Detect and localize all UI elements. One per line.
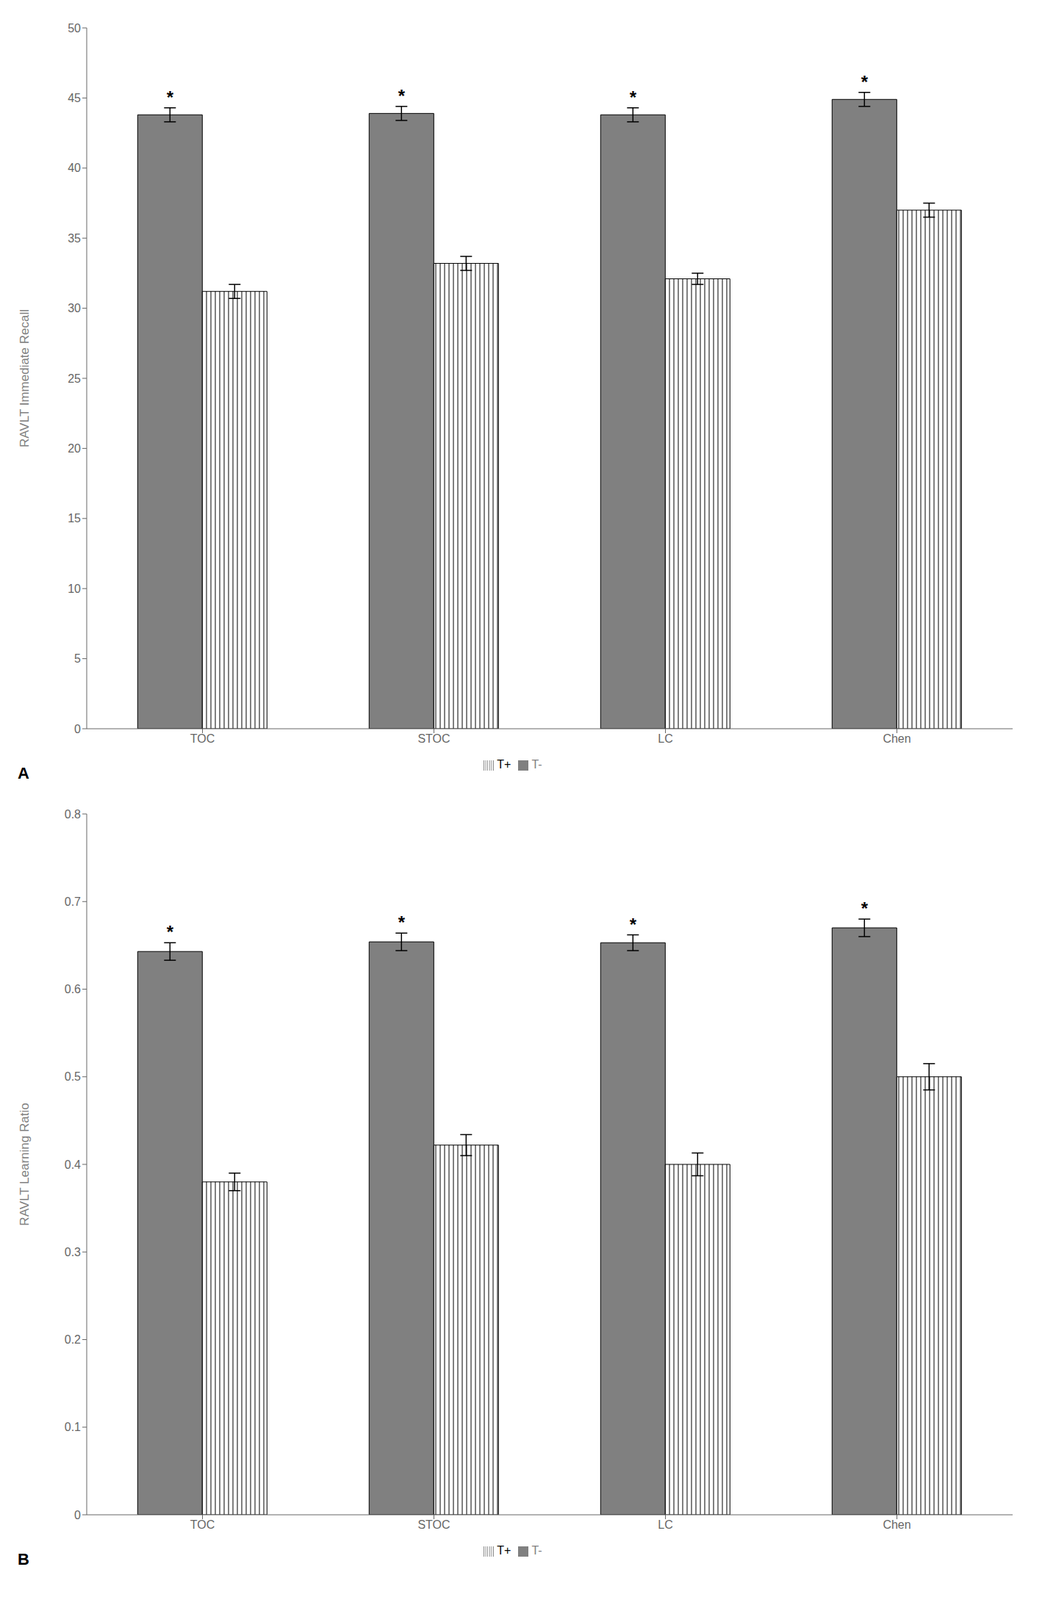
svg-text:25: 25	[67, 372, 81, 386]
html-text:A: A	[17, 764, 30, 783]
svg-text:0.6: 0.6	[64, 983, 81, 996]
svg-text:*: *	[629, 87, 638, 108]
svg-text:*: *	[629, 914, 638, 935]
svg-text:5: 5	[74, 652, 81, 666]
html-text:T-: T-	[531, 758, 543, 771]
html-text:T-: T-	[531, 1544, 543, 1558]
svg-text:20: 20	[67, 442, 81, 455]
svg-text:0.3: 0.3	[64, 1246, 81, 1259]
svg-text:50: 50	[67, 22, 81, 35]
svg-text:*: *	[861, 72, 869, 92]
svg-text:RAVLT Learning Ratio: RAVLT Learning Ratio	[17, 1103, 32, 1226]
svg-text:45: 45	[67, 91, 81, 105]
svg-text:Chen: Chen	[882, 1518, 911, 1532]
html-text:B: B	[17, 1550, 30, 1569]
svg-text:0: 0	[74, 723, 81, 736]
svg-text:*: *	[398, 912, 406, 933]
html-text:T+: T+	[496, 758, 512, 771]
svg-text:*: *	[166, 922, 175, 943]
svg-text:40: 40	[67, 161, 81, 175]
svg-text:35: 35	[67, 232, 81, 245]
svg-text:Chen: Chen	[882, 732, 911, 746]
svg-text:STOC: STOC	[417, 1518, 450, 1532]
svg-text:0: 0	[74, 1509, 81, 1522]
svg-text:30: 30	[67, 302, 81, 315]
svg-text:STOC: STOC	[417, 732, 450, 746]
svg-text:0.7: 0.7	[64, 895, 81, 909]
svg-text:*: *	[861, 898, 869, 919]
svg-text:LC: LC	[657, 1518, 673, 1532]
svg-text:15: 15	[67, 512, 81, 525]
svg-text:0.4: 0.4	[64, 1158, 81, 1172]
svg-text:0.2: 0.2	[64, 1333, 81, 1347]
svg-text:*: *	[398, 85, 406, 106]
svg-text:*: *	[166, 87, 175, 108]
svg-text:10: 10	[67, 582, 81, 596]
svg-text:RAVLT Immediate Recall: RAVLT Immediate Recall	[17, 309, 32, 448]
svg-text:LC: LC	[657, 732, 673, 746]
svg-text:TOC: TOC	[190, 732, 215, 746]
svg-text:TOC: TOC	[190, 1518, 215, 1532]
html-text:T+: T+	[496, 1544, 512, 1558]
svg-text:0.8: 0.8	[64, 808, 81, 821]
svg-text:0.5: 0.5	[64, 1070, 81, 1084]
svg-text:0.1: 0.1	[64, 1421, 81, 1434]
